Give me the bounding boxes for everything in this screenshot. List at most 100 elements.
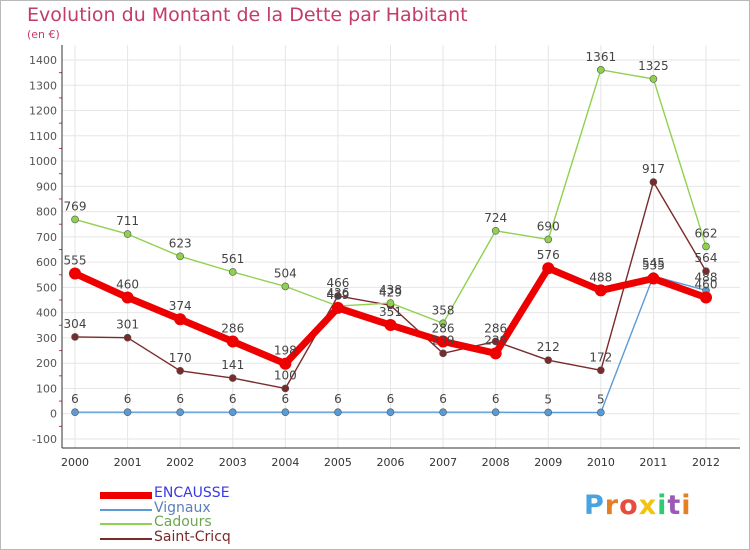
data-label: 1325 <box>638 59 669 73</box>
data-point <box>71 408 79 417</box>
data-point <box>386 408 395 417</box>
data-label: 301 <box>116 318 139 332</box>
y-tick-label: 900 <box>36 180 57 193</box>
data-point <box>439 319 447 328</box>
data-label: 6 <box>282 392 290 406</box>
data-label: 429 <box>379 285 402 299</box>
x-tick-label: 2005 <box>324 456 352 469</box>
logo-letter: o <box>619 490 639 521</box>
legend-swatch <box>100 492 152 499</box>
data-label: 304 <box>64 317 87 331</box>
y-tick-label: 0 <box>50 408 57 421</box>
data-point <box>386 299 395 307</box>
data-label: 141 <box>221 358 244 372</box>
data-label: 6 <box>71 392 79 406</box>
data-label: 690 <box>537 219 560 233</box>
data-point <box>544 408 553 417</box>
data-label: 170 <box>169 351 192 365</box>
data-point <box>594 284 607 297</box>
data-label: 460 <box>695 278 718 292</box>
data-point <box>597 66 605 74</box>
data-point <box>174 313 187 326</box>
x-tick-label: 2001 <box>114 456 142 469</box>
legend-swatch <box>100 508 152 511</box>
x-tick-label: 2006 <box>377 456 405 469</box>
data-labels: 304 3011701411004664292392862121729175647… <box>64 50 718 407</box>
logo-letter: r <box>604 490 620 521</box>
x-tick-label: 2000 <box>61 456 89 469</box>
data-point <box>647 272 660 285</box>
y-tick-label: 1100 <box>29 130 57 143</box>
data-point <box>437 335 450 348</box>
data-point <box>69 267 81 280</box>
data-label: 5 <box>597 392 605 406</box>
data-label: 1361 <box>586 50 617 64</box>
data-point <box>597 366 605 375</box>
y-tick-label: 700 <box>36 231 57 244</box>
data-point <box>71 215 79 224</box>
y-tick-label: 1400 <box>29 54 57 67</box>
legend-swatch <box>100 523 152 525</box>
data-label: 212 <box>537 340 560 354</box>
data-point <box>700 291 712 304</box>
data-point <box>597 408 605 417</box>
data-label: 358 <box>432 303 455 317</box>
data-point <box>281 408 290 417</box>
data-point <box>489 347 502 360</box>
logo-letter: x <box>638 490 658 521</box>
data-label: 286 <box>221 321 244 335</box>
y-tick-label: 1300 <box>29 79 57 92</box>
data-point <box>334 292 342 300</box>
data-label: 561 <box>221 252 244 266</box>
x-tick-label: 2010 <box>587 456 615 469</box>
data-label: 6 <box>176 392 184 406</box>
data-point <box>491 227 500 235</box>
data-point <box>121 291 134 304</box>
data-label: 239 <box>484 333 507 347</box>
data-point <box>176 408 184 417</box>
axes: -100 0 100 200 300 400 500 600 700 800 900 1000 1100… <box>29 45 740 469</box>
data-point <box>702 242 710 251</box>
y-tick-label: 200 <box>36 357 57 370</box>
data-label: 769 <box>64 199 87 213</box>
data-label: 623 <box>169 236 192 250</box>
data-label: 711 <box>116 214 139 228</box>
logo-letter: i <box>681 490 692 521</box>
proxiti-logo: Proxiti <box>584 490 692 521</box>
data-point <box>334 408 342 417</box>
data-label: 576 <box>537 248 560 262</box>
data-point <box>542 262 555 275</box>
legend-label: Saint-Cricq <box>154 528 231 545</box>
data-point <box>176 366 184 375</box>
data-label: 535 <box>642 259 665 273</box>
data-label: 426 <box>326 286 349 300</box>
data-label: 545 <box>642 256 665 270</box>
logo-letter: i <box>657 490 668 521</box>
data-label: 488 <box>589 270 612 284</box>
logo-letter: t <box>667 490 682 521</box>
legend-label: ENCAUSSE <box>154 485 230 501</box>
data-point <box>544 356 553 364</box>
data-label: 6 <box>334 392 342 406</box>
data-label: 488 <box>695 270 718 284</box>
data-label: 504 <box>274 266 297 280</box>
data-label: 6 <box>124 392 132 406</box>
data-label: 460 <box>116 278 139 292</box>
data-point <box>123 230 132 238</box>
x-tick-label: 2009 <box>534 456 562 469</box>
chart-title: Evolution du Montant de la Dette par Hab… <box>27 4 468 26</box>
data-point <box>439 349 447 358</box>
data-point <box>649 178 658 186</box>
data-point <box>228 374 237 382</box>
data-label: 419 <box>326 288 349 302</box>
data-point <box>71 333 79 341</box>
data-label: 6 <box>439 392 447 406</box>
data-point <box>702 267 710 276</box>
x-tick-label: 2011 <box>639 456 667 469</box>
data-label: 6 <box>492 392 500 406</box>
data-label: 172 <box>589 350 612 364</box>
data-point <box>491 408 500 417</box>
data-label: 438 <box>379 283 402 297</box>
data-point <box>331 301 344 314</box>
y-tick-label: 1000 <box>29 155 57 168</box>
